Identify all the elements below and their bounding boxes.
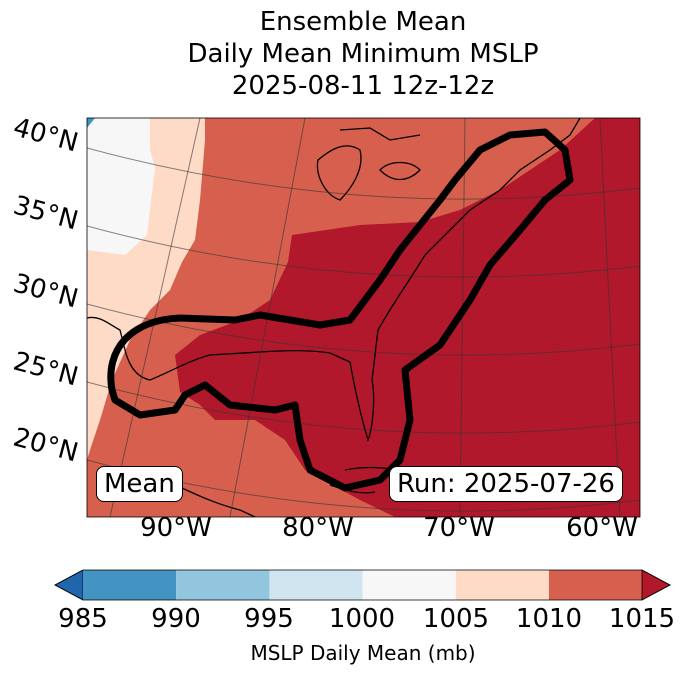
colorbar-label: MSLP Daily Mean (mb) — [250, 641, 476, 665]
colorbar-under — [54, 569, 84, 601]
region-985-990 — [87, 118, 95, 128]
mean-label-box: Mean — [96, 466, 183, 502]
lon-label-90w: 90°W — [140, 513, 212, 543]
colorbar-tick: 1010 — [515, 604, 583, 634]
lon-label-60w: 60°W — [566, 513, 638, 543]
lon-label-80w: 80°W — [282, 513, 354, 543]
colorbar-1005-1010 — [455, 570, 549, 600]
colorbar-over — [641, 569, 671, 601]
colorbar-tick: 1005 — [422, 604, 490, 634]
title-line-3: 2025-08-11 12z-12z — [231, 71, 495, 101]
region-over-1015 — [175, 118, 640, 517]
colorbar-985-990 — [83, 570, 177, 600]
colorbar — [54, 569, 671, 601]
map-frame — [86, 117, 641, 518]
colorbar-1000-1005 — [362, 570, 456, 600]
lon-label-70w: 70°W — [423, 513, 495, 543]
coastlines — [87, 118, 581, 517]
probability-contour — [107, 128, 574, 492]
colorbar-tick: 985 — [58, 604, 108, 634]
colorbar-tick: 1000 — [328, 604, 396, 634]
run-date-box: Run: 2025-07-26 — [389, 466, 623, 502]
colorbar-tick: 990 — [151, 604, 201, 634]
title-line-1: Ensemble Mean — [259, 7, 467, 37]
map-area — [87, 118, 640, 517]
colorbar-tick: 995 — [244, 604, 294, 634]
colorbar-990-995 — [176, 570, 270, 600]
colorbar-1010-1015 — [549, 570, 642, 600]
title-line-2: Daily Mean Minimum MSLP — [187, 39, 539, 69]
colorbar-tick: 1015 — [608, 604, 676, 634]
colorbar-995-1000 — [269, 570, 363, 600]
